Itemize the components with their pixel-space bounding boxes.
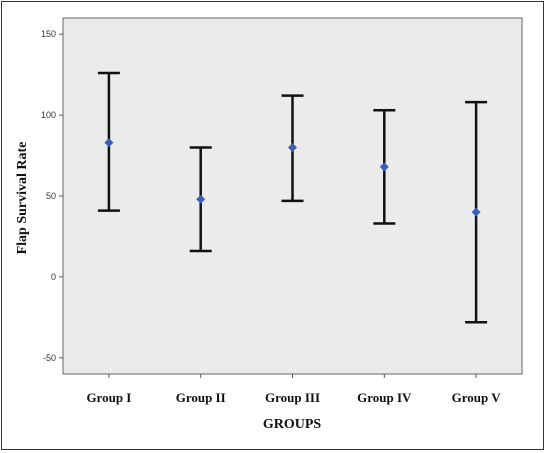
y-tick-label: 150 [41, 29, 56, 39]
y-tick-label: 100 [41, 110, 56, 120]
x-axis-title: GROUPS [263, 417, 322, 432]
y-tick-label: 50 [46, 191, 56, 201]
error-bars [97, 71, 488, 324]
x-tick-label: Group I [86, 390, 131, 405]
x-tick-label: Group II [176, 390, 226, 405]
y-axis: -50 0 50 100 150 [41, 29, 63, 363]
mean-marker [471, 207, 481, 217]
mean-marker [104, 138, 114, 148]
x-tick-label: Group III [265, 390, 320, 405]
mean-marker [379, 162, 389, 172]
mean-marker [288, 142, 297, 152]
mean-marker [196, 194, 206, 204]
y-tick-label: 0 [51, 272, 56, 282]
x-tick-label: Group V [452, 390, 502, 405]
x-tick-label: Group IV [357, 390, 412, 405]
x-axis: Group I Group II Group III Group IV Group V [86, 374, 501, 405]
y-tick-label: -50 [43, 353, 56, 363]
y-axis-title: Flap Survival Rate [15, 142, 30, 255]
